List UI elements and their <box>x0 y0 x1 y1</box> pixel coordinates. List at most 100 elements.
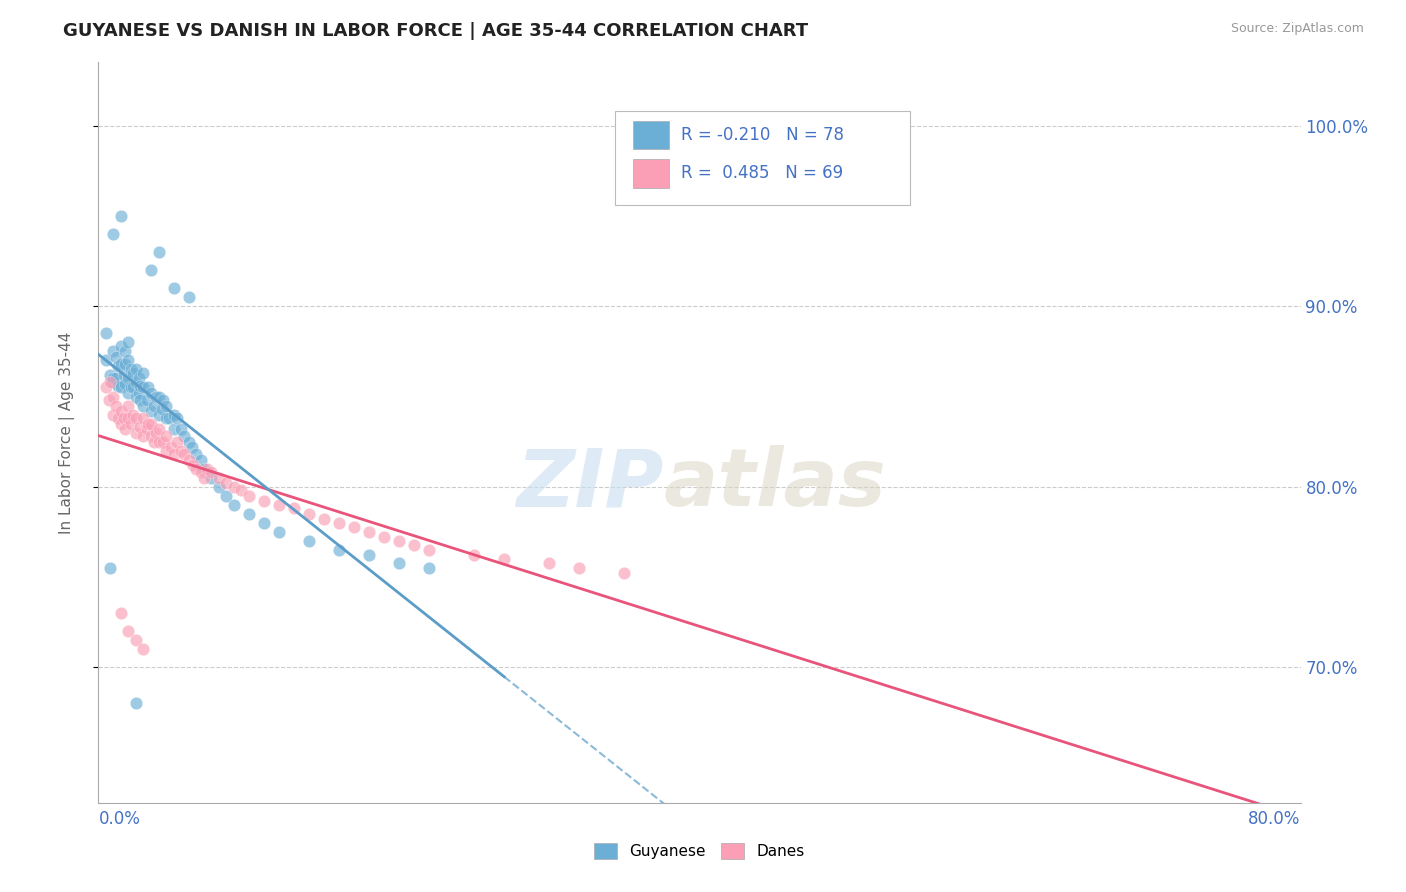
Point <box>136 380 159 394</box>
Point <box>121 417 143 431</box>
Point <box>117 624 139 639</box>
Point <box>150 402 173 417</box>
Point <box>125 362 148 376</box>
Point <box>103 375 125 389</box>
Point <box>145 425 167 440</box>
Point <box>159 440 181 454</box>
Point <box>388 556 411 570</box>
Point <box>152 393 174 408</box>
Point <box>613 566 636 581</box>
Point <box>328 516 350 530</box>
Point <box>190 466 212 480</box>
Point <box>135 422 157 436</box>
Point <box>128 371 150 385</box>
FancyBboxPatch shape <box>616 111 910 205</box>
Point <box>388 533 411 548</box>
Point <box>267 498 290 512</box>
Point <box>173 429 195 443</box>
Point <box>148 422 170 436</box>
Point <box>343 519 366 533</box>
Point <box>117 411 139 425</box>
Point <box>94 326 117 341</box>
Point <box>181 458 204 472</box>
Point <box>117 371 139 385</box>
Text: ZIP: ZIP <box>516 445 664 524</box>
Point <box>298 533 321 548</box>
Point <box>170 443 193 458</box>
Point <box>222 480 245 494</box>
Point <box>298 507 321 521</box>
Point <box>155 399 177 413</box>
Point <box>110 404 132 418</box>
Point <box>177 290 200 304</box>
Point <box>97 393 120 408</box>
Point <box>139 385 162 400</box>
Point <box>177 452 200 467</box>
Point <box>100 375 122 389</box>
Point <box>162 281 184 295</box>
Point <box>177 434 200 449</box>
Point <box>139 263 162 277</box>
Point <box>114 376 136 391</box>
Point <box>402 538 425 552</box>
Point <box>148 390 170 404</box>
Point <box>418 561 440 575</box>
Point <box>357 524 380 539</box>
Text: Source: ZipAtlas.com: Source: ZipAtlas.com <box>1230 22 1364 36</box>
Point <box>253 494 276 508</box>
Point <box>184 461 207 475</box>
Point <box>195 461 218 475</box>
Point <box>103 390 125 404</box>
Point <box>107 378 129 392</box>
Point <box>200 471 222 485</box>
Point <box>157 411 180 425</box>
Point <box>125 390 148 404</box>
Point <box>143 399 166 413</box>
Point <box>94 380 117 394</box>
Point <box>184 447 207 461</box>
Point <box>136 417 159 431</box>
Point <box>103 371 125 385</box>
Point <box>125 425 148 440</box>
Point <box>132 429 155 443</box>
Point <box>190 452 212 467</box>
FancyBboxPatch shape <box>633 160 669 187</box>
Point <box>155 411 177 425</box>
Point <box>222 498 245 512</box>
Text: 80.0%: 80.0% <box>1249 810 1301 828</box>
Point <box>94 353 117 368</box>
Point <box>148 434 170 449</box>
Text: R =  0.485   N = 69: R = 0.485 N = 69 <box>682 164 844 183</box>
Point <box>128 385 150 400</box>
Point <box>312 512 335 526</box>
Point <box>110 357 132 371</box>
Point <box>112 411 135 425</box>
Point <box>568 561 591 575</box>
Y-axis label: In Labor Force | Age 35-44: In Labor Force | Age 35-44 <box>59 332 75 533</box>
Point <box>103 408 125 422</box>
Point <box>215 476 238 491</box>
Point <box>193 471 215 485</box>
Text: 0.0%: 0.0% <box>98 810 141 828</box>
Point <box>100 368 122 382</box>
Text: R = -0.210   N = 78: R = -0.210 N = 78 <box>682 126 845 144</box>
Point <box>132 366 155 380</box>
Point <box>105 399 128 413</box>
Point <box>208 471 231 485</box>
Point <box>162 422 184 436</box>
Point <box>117 399 139 413</box>
Point <box>173 447 195 461</box>
Point <box>114 357 136 371</box>
Point <box>418 543 440 558</box>
Point <box>162 408 184 422</box>
Point <box>121 380 143 394</box>
Point <box>463 549 485 563</box>
Point <box>143 434 166 449</box>
Text: atlas: atlas <box>664 445 886 524</box>
Point <box>328 543 350 558</box>
Point <box>170 422 193 436</box>
Point <box>107 359 129 373</box>
Point <box>103 227 125 241</box>
Point <box>166 434 188 449</box>
Point <box>125 411 148 425</box>
